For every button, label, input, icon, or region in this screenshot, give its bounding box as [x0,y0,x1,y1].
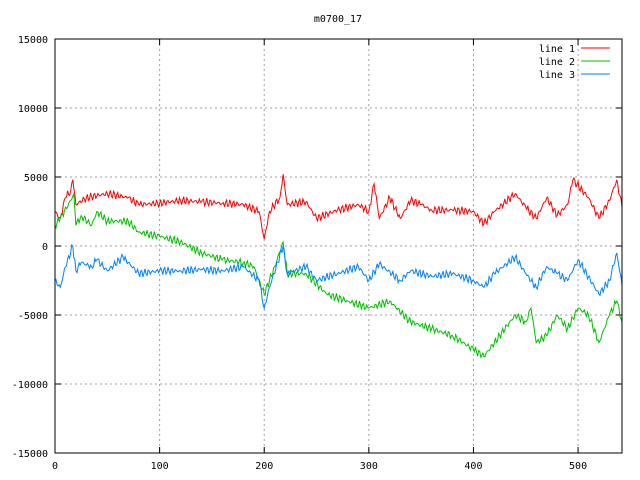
x-tick-label: 200 [255,461,273,472]
chart-title: m0700_17 [314,14,362,25]
y-tick-label: -15000 [12,449,48,460]
grid [55,39,622,453]
plot-frame [54,38,623,454]
x-tick-label: 300 [360,461,378,472]
x-tick-label: 500 [569,461,587,472]
legend-label: line 2 [539,57,575,68]
series-line-1 [54,174,623,240]
x-tick-label: 100 [151,461,169,472]
legend: line 1 line 2 line 3 [539,44,610,81]
legend-label: line 3 [539,70,575,81]
x-tick-label: 0 [52,461,58,472]
series-lines [54,174,623,359]
y-tick-label: 0 [42,242,48,253]
y-tick-label: 5000 [24,173,48,184]
y-tick-label: 15000 [18,35,48,46]
x-tick-label: 400 [464,461,482,472]
legend-label: line 1 [539,44,575,55]
series-line-2 [54,193,623,359]
y-tick-label: 10000 [18,104,48,115]
y-tick-label: -10000 [12,380,48,391]
y-tick-label: -5000 [18,311,48,322]
axis-ticks: -15000 -10000 -5000 0 5000 10000 15000 0 100 200 3… [12,35,622,472]
series-line-3 [54,243,623,311]
